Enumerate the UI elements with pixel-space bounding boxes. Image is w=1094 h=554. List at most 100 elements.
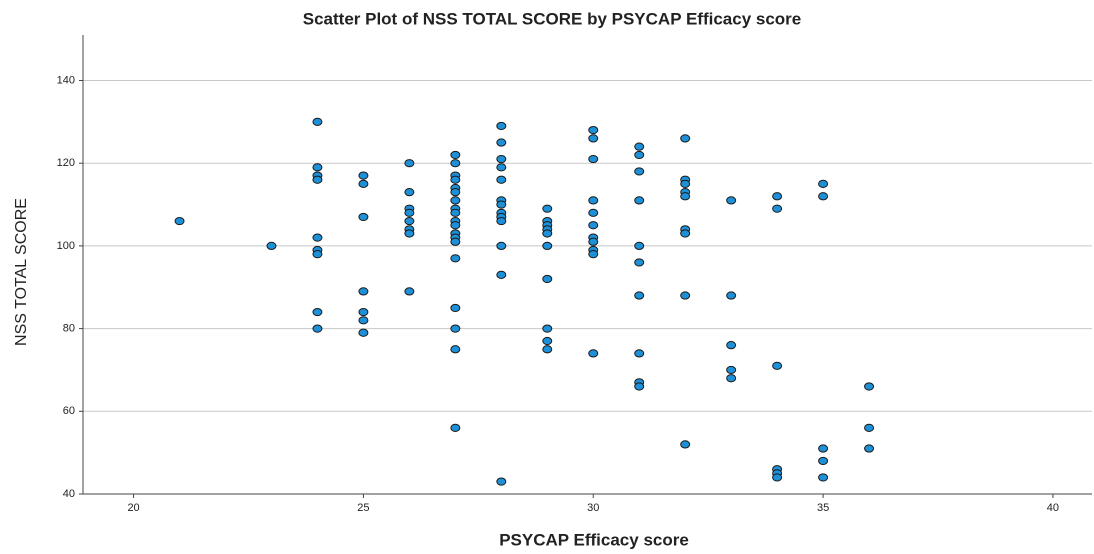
point	[404, 208, 415, 217]
point	[588, 134, 599, 143]
point	[864, 382, 875, 391]
point	[358, 287, 369, 296]
point	[450, 303, 461, 313]
point	[634, 150, 645, 160]
x-tick-label: 25	[357, 502, 369, 514]
point	[726, 291, 737, 300]
point	[680, 179, 691, 188]
point	[818, 473, 829, 482]
point	[818, 456, 829, 466]
point	[450, 221, 461, 230]
point	[450, 175, 461, 184]
point	[404, 229, 415, 238]
point	[174, 216, 185, 226]
point	[864, 444, 875, 453]
point	[634, 196, 645, 205]
point	[864, 423, 875, 432]
point	[818, 192, 829, 201]
point	[542, 204, 553, 213]
x-axis-label: PSYCAP Efficacy score	[499, 530, 689, 549]
point	[496, 200, 507, 209]
point	[496, 138, 507, 147]
point	[634, 241, 645, 250]
x-tick-label: 20	[127, 502, 139, 514]
point	[358, 212, 369, 222]
point	[496, 163, 507, 172]
point	[588, 154, 599, 164]
point	[772, 192, 783, 201]
point	[496, 270, 507, 279]
point	[588, 221, 599, 230]
point	[312, 233, 323, 242]
y-tick-label: 140	[57, 74, 75, 86]
y-tick-label: 40	[63, 488, 75, 500]
point	[680, 229, 691, 238]
point	[726, 365, 737, 375]
point	[450, 196, 461, 205]
point	[542, 336, 553, 346]
y-tick-label: 120	[57, 157, 75, 169]
y-tick-label: 100	[57, 240, 75, 252]
point	[312, 163, 323, 172]
point	[312, 175, 323, 184]
point	[404, 159, 415, 168]
y-axis-label: NSS TOTAL SCORE	[13, 198, 30, 346]
x-tick-label: 40	[1047, 502, 1059, 514]
point	[450, 254, 461, 263]
point	[588, 208, 599, 217]
point	[404, 188, 415, 197]
point	[542, 229, 553, 238]
point	[312, 307, 323, 317]
point	[542, 345, 553, 354]
point	[588, 126, 599, 135]
x-tick-label: 35	[817, 502, 829, 514]
point	[680, 134, 691, 143]
point	[772, 473, 783, 482]
point	[358, 328, 369, 337]
point	[726, 341, 737, 350]
point	[680, 192, 691, 201]
point	[588, 196, 599, 205]
point	[680, 440, 691, 449]
point	[634, 142, 645, 151]
point	[496, 121, 507, 131]
point	[634, 258, 645, 267]
y-tick-label: 80	[63, 323, 75, 335]
point	[772, 361, 783, 370]
point	[450, 150, 461, 160]
point	[358, 316, 369, 325]
point	[496, 154, 507, 164]
y-tick-label: 60	[63, 405, 75, 417]
point	[358, 307, 369, 317]
point	[450, 423, 461, 432]
point	[634, 291, 645, 300]
point	[404, 216, 415, 226]
point	[634, 349, 645, 358]
point	[818, 444, 829, 453]
point	[496, 241, 507, 250]
point	[542, 241, 553, 250]
point	[588, 349, 599, 358]
point	[266, 241, 277, 250]
point	[312, 117, 323, 126]
point	[404, 287, 415, 296]
point	[634, 382, 645, 391]
point	[818, 179, 829, 188]
point	[358, 179, 369, 188]
point	[312, 324, 323, 333]
point	[496, 175, 507, 184]
point	[450, 237, 461, 246]
x-tick-label: 30	[587, 502, 599, 514]
point	[680, 291, 691, 300]
point	[450, 324, 461, 333]
point	[496, 477, 507, 486]
point	[772, 204, 783, 213]
point	[450, 345, 461, 354]
point	[312, 250, 323, 259]
point	[588, 250, 599, 259]
point	[588, 237, 599, 246]
point	[542, 324, 553, 333]
point	[726, 196, 737, 205]
point	[634, 167, 645, 176]
